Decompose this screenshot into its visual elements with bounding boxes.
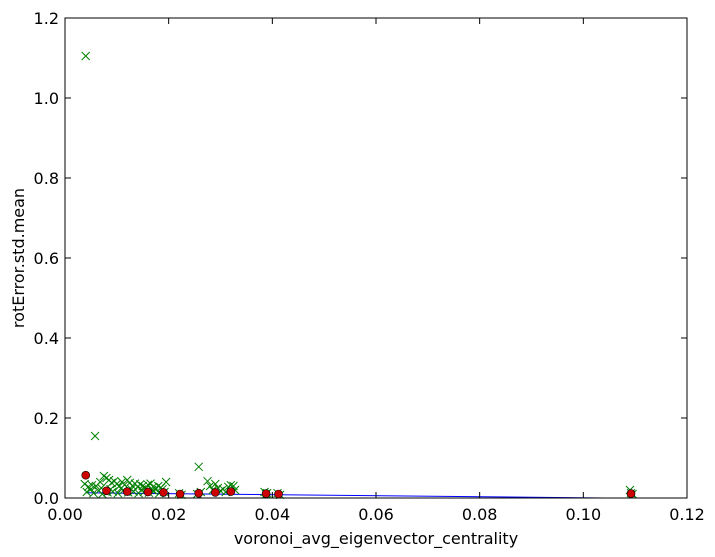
x-marker-stroke (137, 485, 147, 494)
x-marker-stroke (153, 481, 163, 491)
plot-marks (80, 51, 637, 500)
data-point-x-1 (90, 431, 100, 441)
data-point-x-48 (86, 484, 96, 494)
mean-point-0 (81, 470, 91, 480)
y-tick-label: 1.2 (34, 9, 59, 28)
x-marker-stroke (115, 481, 124, 491)
x-axis-label: voronoi_avg_eigenvector_centrality (234, 529, 518, 549)
x-marker-stroke (210, 479, 220, 489)
x-tick-label: 0.04 (255, 505, 291, 524)
y-tick-label: 0.6 (34, 249, 59, 268)
y-tick-label: 0.0 (34, 489, 59, 508)
x-marker-stroke (90, 431, 100, 441)
data-point-x-38 (113, 488, 123, 498)
data-point-x-0 (81, 51, 91, 61)
mean-point-8 (226, 487, 236, 496)
x-tick-label: 0.00 (47, 505, 83, 524)
mean-point-10 (274, 489, 283, 499)
y-tick-label: 0.4 (34, 329, 59, 348)
x-tick-label: 0.08 (462, 505, 498, 524)
data-point-x-31 (161, 477, 171, 487)
mean-point-2 (122, 487, 132, 496)
fit-line (85, 492, 605, 499)
x-marker-stroke (96, 483, 106, 493)
x-marker-stroke (205, 481, 215, 491)
data-point-x-14 (115, 481, 124, 491)
x-marker-stroke (226, 480, 236, 490)
x-marker-stroke (81, 51, 91, 61)
x-marker-stroke (203, 476, 212, 486)
x-tick-label: 0.02 (151, 505, 187, 524)
data-point-x-63 (210, 479, 220, 489)
x-marker-stroke (80, 479, 90, 489)
x-tick-label: 0.06 (358, 505, 394, 524)
x-tick-label: 0.10 (566, 505, 602, 524)
data-point-x-60 (203, 476, 212, 486)
mean-point-6 (194, 488, 204, 498)
x-marker-stroke (135, 480, 145, 489)
x-marker-stroke (143, 480, 153, 490)
y-axis-label: rotError.std.mean (9, 188, 28, 328)
data-point-x-33 (89, 488, 98, 498)
y-tick-label: 0.8 (34, 169, 59, 188)
x-marker-stroke (113, 488, 123, 498)
data-point-x-22 (135, 480, 145, 489)
x-marker-stroke (116, 484, 126, 493)
y-tick-label: 1.0 (34, 89, 59, 108)
mean-point-3 (143, 487, 153, 497)
x-marker-stroke (107, 478, 117, 488)
axis-ticks: 0.00 0.02 0.04 0.06 0.08 0.10 0.12 0.0 0.2 0.4 0.6… (34, 9, 705, 524)
x-marker-stroke (86, 484, 96, 494)
data-point-x-3 (80, 479, 90, 489)
x-marker-stroke (194, 462, 204, 472)
mean-point-11 (626, 489, 636, 498)
mean-point-5 (175, 489, 185, 499)
y-tick-label: 0.2 (34, 409, 59, 428)
data-point-x-61 (205, 481, 215, 491)
mean-point-4 (159, 488, 168, 497)
data-point-x-2 (194, 462, 204, 472)
x-tick-label: 0.12 (669, 505, 705, 524)
mean-point-9 (261, 489, 271, 498)
x-marker-stroke (89, 488, 98, 498)
x-marker-stroke (161, 477, 171, 487)
mean-point-1 (102, 486, 111, 496)
mean-point-7 (211, 488, 220, 497)
